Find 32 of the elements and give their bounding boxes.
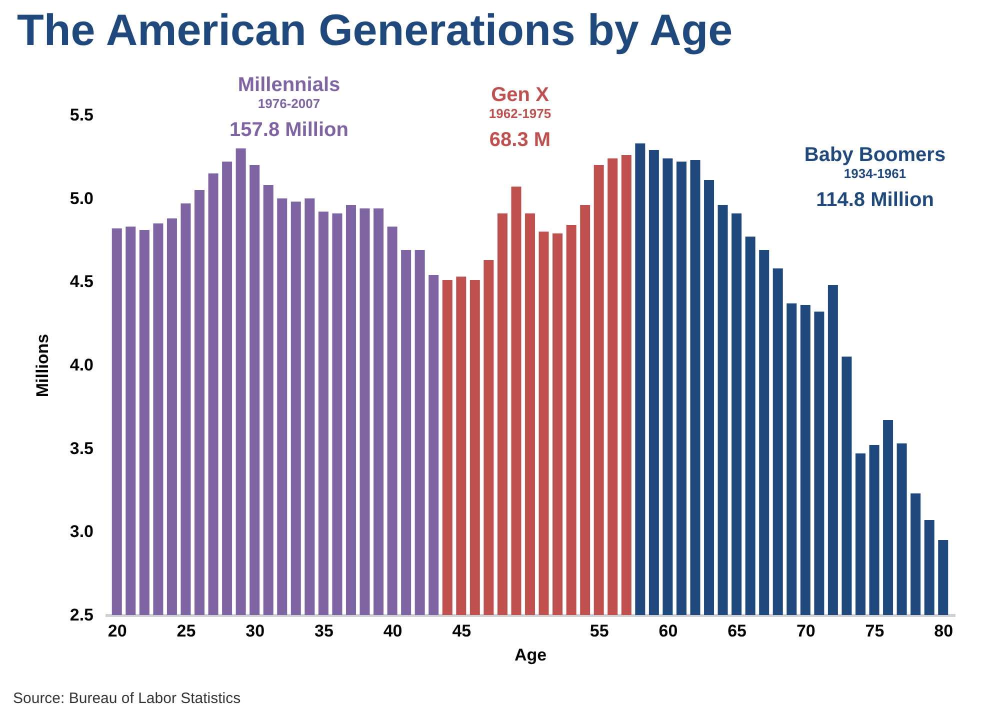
annotation: 157.8 Million xyxy=(230,119,348,141)
y-tick-label: 5.5 xyxy=(70,106,94,124)
x-tick-label: 35 xyxy=(314,622,334,640)
x-tick-label: 80 xyxy=(934,622,954,640)
text: Gen X xyxy=(491,84,550,106)
y-tick-label: 4.5 xyxy=(70,272,94,292)
x-tick-label: 75 xyxy=(865,622,884,640)
y-tick-label: 5.0 xyxy=(70,188,94,208)
y-axis-title: Millions xyxy=(32,334,52,398)
x-tick-label: 55 xyxy=(590,622,609,640)
x-tick-label: 25 xyxy=(176,622,196,640)
x-axis-title: Age xyxy=(514,646,547,664)
text: Baby Boomers xyxy=(804,144,946,166)
annotation: 1962-1975 xyxy=(488,106,552,121)
x-tick-label: 70 xyxy=(796,622,816,640)
x-tick-label: 60 xyxy=(658,622,678,640)
annotation: 68.3 M xyxy=(489,129,551,151)
x-tick-label: 40 xyxy=(383,622,402,640)
text: Millennials xyxy=(238,74,340,96)
source-note: Source: Bureau of Labor Statistics xyxy=(13,690,241,707)
annotation: 1934-1961 xyxy=(844,166,906,181)
text: 1976-2007 xyxy=(258,96,320,111)
y-tick-label: 4.0 xyxy=(70,356,94,374)
x-tick-label: 30 xyxy=(246,622,265,640)
x-tick-label: 20 xyxy=(108,622,127,640)
chart-title: The American Generations by Age xyxy=(17,6,733,55)
x-tick-label: 65 xyxy=(728,622,747,640)
x-tick-label: 45 xyxy=(452,622,472,640)
y-tick-label: 2.5 xyxy=(70,606,94,624)
annotation: 114.8 Million xyxy=(816,189,934,211)
y-tick-label: 3.0 xyxy=(70,522,94,542)
y-tick-label: 3.5 xyxy=(70,438,94,458)
